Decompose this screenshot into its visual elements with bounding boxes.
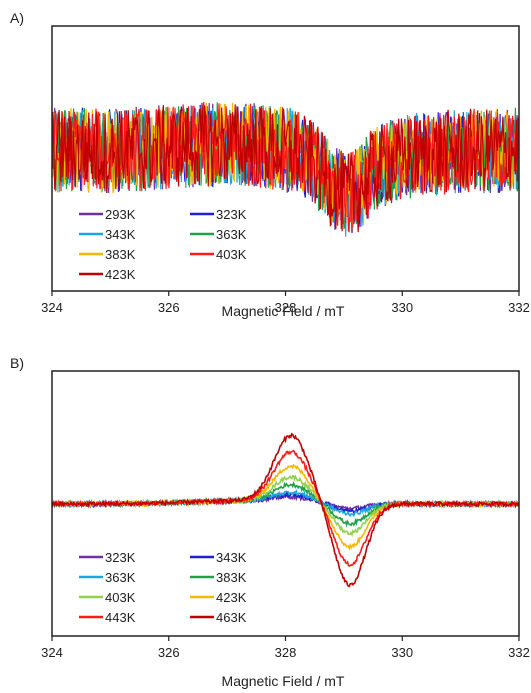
panel-b-legend-label-363K: 363K <box>105 570 136 585</box>
panel-b-legend-label-423K: 423K <box>216 590 247 605</box>
panel-a-legend-label-383K: 383K <box>105 247 136 262</box>
panel-b-letter: B) <box>10 355 24 371</box>
panel-a-letter: A) <box>10 10 24 26</box>
panel-b-legend-label-463K: 463K <box>216 610 247 625</box>
panel-a-legend-label-403K: 403K <box>216 247 247 262</box>
panel-b-legend-label-323K: 323K <box>105 550 136 565</box>
panel-a-legend-label-323K: 323K <box>216 207 247 222</box>
panel-b-x-axis-label: Magnetic Field / mT <box>221 673 345 689</box>
panel-b-legend-label-383K: 383K <box>216 570 247 585</box>
panel-b-legend-label-443K: 443K <box>105 610 136 625</box>
panel-a-series-line-423K <box>51 102 520 233</box>
panel-b-chart: 324 326 328 330 332 323K 343K 363K 383K 403K 423K 4… <box>41 370 530 660</box>
panel-b-x-tick-label-326: 326 <box>158 645 180 660</box>
panel-b-x-tick-label-332: 332 <box>508 645 530 660</box>
panel-a-x-tick-label-332: 332 <box>508 300 530 315</box>
panel-b-legend-label-343K: 343K <box>216 550 247 565</box>
panel-b-series-line-463K <box>51 432 520 588</box>
panel-a-legend-label-293K: 293K <box>105 207 136 222</box>
panel-a-legend-label-343K: 343K <box>105 227 136 242</box>
panel-a-x-tick-label-326: 326 <box>158 300 180 315</box>
panel-a-x-tick-label-330: 330 <box>391 300 413 315</box>
panel-b-legend-label-403K: 403K <box>105 590 136 605</box>
panel-a-x-tick-label-328: 328 <box>275 300 297 315</box>
panel-a-chart: 324 326 328 330 332 293K 323K 343K 363K 383K 403K 4… <box>41 25 530 315</box>
panel-b-x-tick-label-328: 328 <box>275 645 297 660</box>
panel-b-x-tick-label-330: 330 <box>391 645 413 660</box>
panel-b-x-tick-label-324: 324 <box>41 645 63 660</box>
panel-a-legend-label-363K: 363K <box>216 227 247 242</box>
panel-a-x-axis-label: Magnetic Field / mT <box>221 303 345 319</box>
panel-a-legend-label-423K: 423K <box>105 267 136 282</box>
panel-a-x-tick-label-324: 324 <box>41 300 63 315</box>
